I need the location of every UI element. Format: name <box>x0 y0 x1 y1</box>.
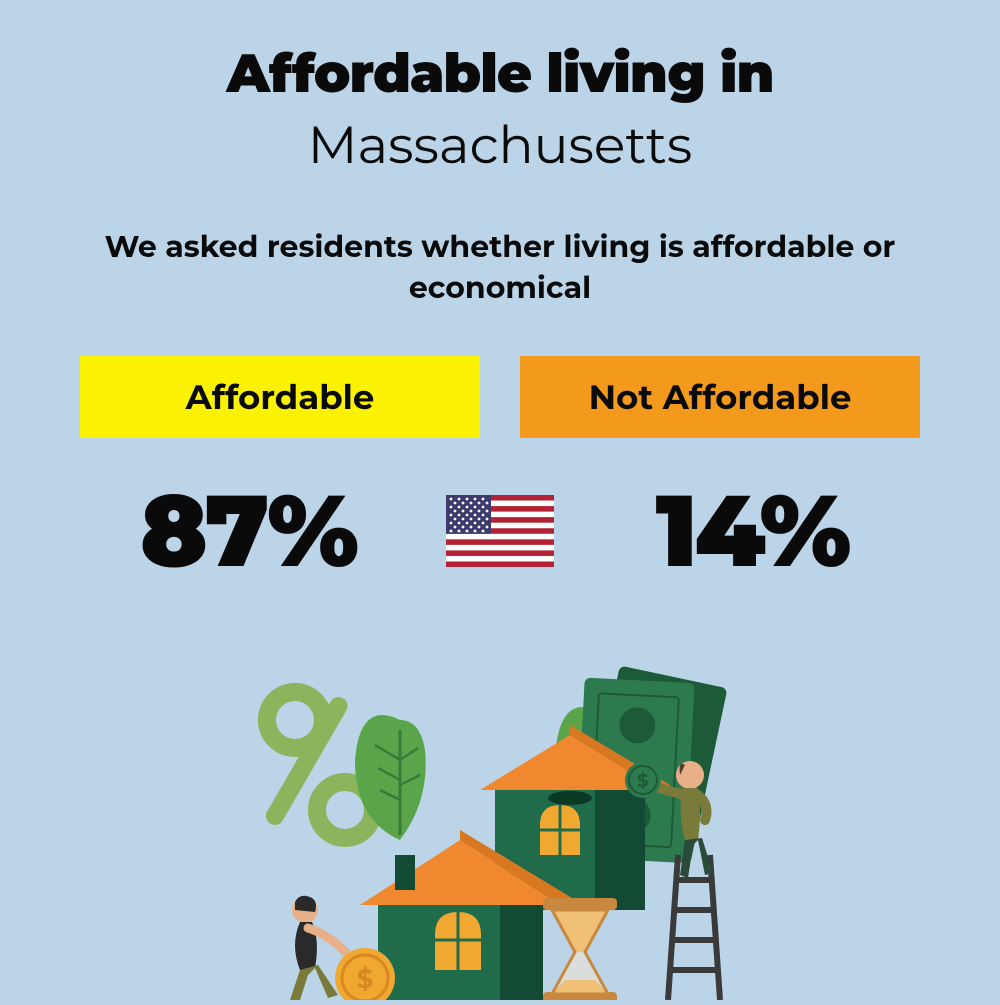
hourglass-icon <box>543 898 617 1000</box>
title-line2: Massachusetts <box>0 114 1000 177</box>
infographic-container: Affordable living in Massachusetts We as… <box>0 0 1000 592</box>
label-affordable: Affordable <box>80 356 480 438</box>
us-flag-icon <box>446 495 554 567</box>
values-row: 87% <box>0 470 1000 592</box>
label-not-affordable: Not Affordable <box>520 356 920 438</box>
ladder-icon <box>668 855 720 1000</box>
housing-illustration: $ $ <box>200 660 800 1000</box>
value-affordable: 87% <box>80 470 416 592</box>
svg-text:$: $ <box>357 963 374 995</box>
title-line1: Affordable living in <box>0 40 1000 106</box>
labels-row: Affordable Not Affordable <box>0 356 1000 438</box>
subtitle: We asked residents whether living is aff… <box>0 227 1000 308</box>
svg-text:$: $ <box>637 770 648 792</box>
value-not-affordable: 14% <box>584 470 920 592</box>
